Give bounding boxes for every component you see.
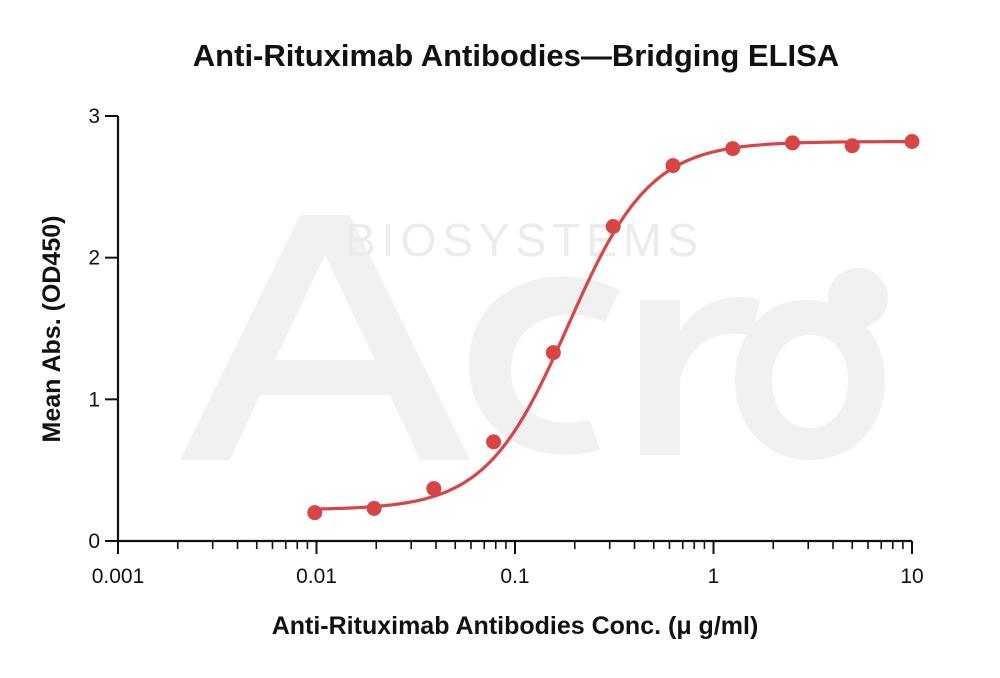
y-ticks: 0 1 2 3 <box>88 105 118 553</box>
data-point <box>426 481 442 497</box>
series-layer <box>307 134 920 521</box>
watermark-logo-c <box>468 276 620 455</box>
x-tick-label: 0.001 <box>92 565 145 588</box>
watermark-logo-r <box>640 297 760 455</box>
data-point <box>665 158 681 174</box>
data-point <box>844 138 860 154</box>
x-tick-label: 0.01 <box>296 565 337 588</box>
data-point <box>784 135 800 151</box>
x-tick-label: 10 <box>900 565 923 588</box>
data-point <box>307 505 323 521</box>
y-tick-label: 1 <box>88 388 100 411</box>
x-ticks: 0.001 0.01 0.1 1 10 <box>92 541 924 588</box>
x-axis-label: Anti-Rituximab Antibodies Conc. (μ g/ml) <box>272 612 759 640</box>
data-point <box>904 134 920 149</box>
x-tick-label: 1 <box>708 565 720 588</box>
y-tick-label: 0 <box>88 530 100 553</box>
watermark: BIOSYSTEMS <box>180 214 888 460</box>
watermark-logo-o <box>735 300 885 460</box>
data-point <box>605 219 621 234</box>
data-point <box>545 345 561 361</box>
x-tick-label: 0.1 <box>500 565 529 588</box>
chart-title: Anti-Rituximab Antibodies—Bridging ELISA <box>193 38 839 73</box>
watermark-logo-dot <box>828 268 888 328</box>
watermark-biosystems: BIOSYSTEMS <box>345 214 704 266</box>
watermark-logo-a <box>180 215 470 460</box>
data-point <box>725 141 741 157</box>
data-point <box>366 500 382 516</box>
y-tick-label: 3 <box>88 105 100 128</box>
y-axis-label: Mean Abs. (OD450) <box>38 216 66 443</box>
data-point <box>486 434 502 450</box>
y-tick-label: 2 <box>88 247 100 270</box>
